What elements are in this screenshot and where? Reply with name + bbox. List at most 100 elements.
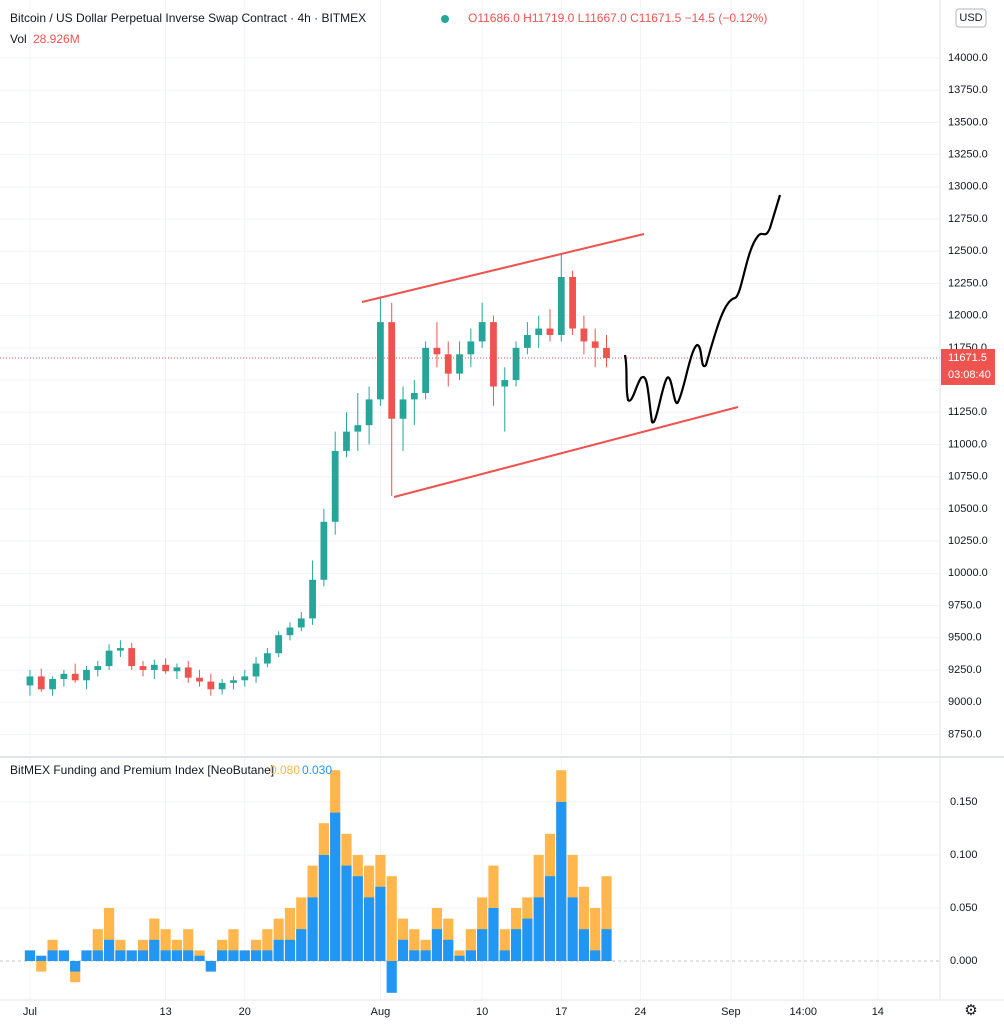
indicator-bar [499,929,510,961]
indicator-bar [352,876,363,961]
candle-body [501,380,509,387]
indicator-bar [115,950,126,961]
indicator-bar [307,897,318,961]
candle-body [128,648,136,667]
indicator-bar [171,950,183,961]
indicator-bar [24,950,36,961]
y-tick-label: 10500.0 [948,503,988,515]
candle-body [343,431,350,451]
candle-body [275,635,283,654]
indicator-bar [556,801,567,961]
candle-body [512,347,520,381]
indicator-bar [296,929,307,961]
candle-body [241,676,249,681]
countdown: 03:08:40 [948,369,991,381]
indicator-bar [578,886,589,961]
indicator-bar [284,939,296,961]
indicator-bar [104,939,115,961]
indicator-bar [488,907,499,961]
indicator-bar [601,929,612,961]
y-tick-label: 11000.0 [948,438,987,450]
candle-body [388,322,396,419]
candle-body [354,425,362,432]
candle-body [557,277,565,335]
y-tick-label: 13500.0 [948,116,988,128]
indicator-bar [58,950,69,961]
candle-body [94,666,102,670]
candle-body [83,669,90,681]
settings-icon[interactable]: ⚙ [964,1002,977,1019]
candle-body [26,676,34,686]
y-tick-label: 0.150 [950,796,978,808]
indicator-bar [262,929,273,961]
candle-body [139,666,147,670]
indicator-bar [104,907,115,961]
candle-body [320,521,328,580]
x-tick-label: Sep [721,1006,741,1018]
candle-body [377,322,384,400]
indicator-bar [567,897,578,961]
x-tick-label: 17 [555,1006,567,1018]
y-tick-label: 13000.0 [948,181,988,193]
candle-body [467,341,475,355]
candle-body [309,579,316,619]
indicator-bar [499,950,510,961]
y-tick-label: 0.050 [950,902,978,914]
candle-body [490,322,497,387]
x-tick-label: Aug [371,1006,391,1018]
y-tick-label: 8750.0 [948,728,982,740]
candle-body [422,347,430,393]
indicator-bar [364,897,375,961]
y-tick-label: 12000.0 [948,310,988,322]
status-dot [441,15,449,23]
indicator-bar [544,876,556,961]
candle-body [286,627,294,636]
x-tick-label: 24 [634,1006,646,1018]
indicator-bar [386,876,397,961]
indicator-bar [409,929,420,961]
indicator-bar [477,929,488,961]
indicator-bar [92,950,103,961]
indicator-bar [228,929,239,961]
indicator-bar [92,929,103,961]
y-tick-label: 13750.0 [948,84,988,96]
indicator-bar [273,939,284,961]
indicator-bar [318,854,329,961]
candle-body [603,347,610,358]
y-tick-label: 9500.0 [948,632,982,644]
candle-body [49,678,56,690]
currency[interactable]: USD [959,12,982,24]
candle-body [196,677,203,682]
indicator-bar [217,950,228,961]
x-tick-label: 20 [239,1006,251,1018]
y-tick-label: 9250.0 [948,664,982,676]
forecast-drawing [623,194,782,424]
volume-label: Vol [10,32,27,46]
currency-button[interactable] [955,8,987,28]
y-tick-label: 14000.0 [948,52,988,64]
indicator-bar [443,939,454,961]
candle-body [230,680,237,683]
indicator-title: BitMEX Funding and Premium Index [NeoBut… [10,763,274,777]
ohlc: O11686.0 H11719.0 L11667.0 C11671.5 −14.… [468,11,767,25]
candle-body [546,328,554,335]
indicator-bar [409,950,420,961]
indicator-bar [160,950,171,961]
last-price-tag [941,348,995,385]
trend-line-upper [361,233,645,303]
y-tick-label: 12750.0 [948,213,988,225]
indicator-bar [36,960,47,972]
candle-body [580,328,588,342]
candle-body [569,277,576,329]
y-tick-label: 12250.0 [948,277,988,289]
indicator-bar [510,929,522,961]
candle-body [162,664,170,672]
x-tick-label: 10 [476,1006,488,1018]
candle-body [117,648,124,651]
candle-body [263,653,271,664]
indicator-bar [522,918,533,961]
indicator-bar [454,955,465,961]
indicator-bar [431,929,443,961]
candle-body [444,354,452,374]
